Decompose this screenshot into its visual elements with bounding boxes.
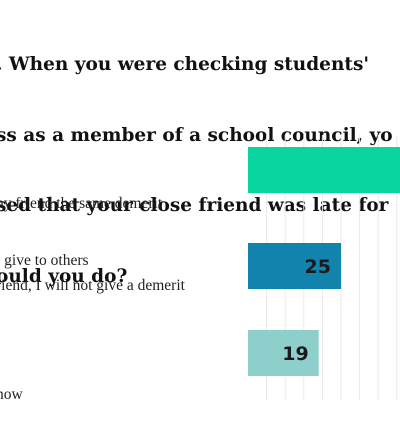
value-label-3: 19: [282, 343, 308, 365]
category-label-2-line-1: riend, I will not give a demerit: [0, 277, 185, 294]
title-line-1: . When you were checking students': [0, 54, 370, 75]
bar-2: [248, 243, 341, 289]
value-label-2: 25: [305, 256, 331, 278]
bar-3: [248, 330, 319, 376]
category-label-1-line-2: l give to others: [0, 252, 89, 269]
value-labels: 25 19: [282, 256, 331, 365]
category-label-3: now: [0, 347, 246, 423]
title-line-4: ould you do?: [0, 265, 128, 287]
category-label-3-line-1: now: [0, 386, 23, 403]
bars: [248, 147, 400, 376]
bar-1: [248, 147, 400, 193]
category-label-1: ny friend the same demerit l give to oth…: [0, 156, 246, 289]
bar-chart: 25 19: [248, 135, 400, 400]
title-line-3: sed that your close friend was late for: [0, 195, 389, 216]
question-title: . When you were checking students' ss as…: [0, 6, 400, 312]
title-line-2: ss as a member of a school council, yo: [0, 124, 393, 146]
category-label-2: riend, I will not give a demerit: [0, 238, 246, 314]
category-label-1-line-1: ny friend the same demerit: [0, 195, 163, 212]
